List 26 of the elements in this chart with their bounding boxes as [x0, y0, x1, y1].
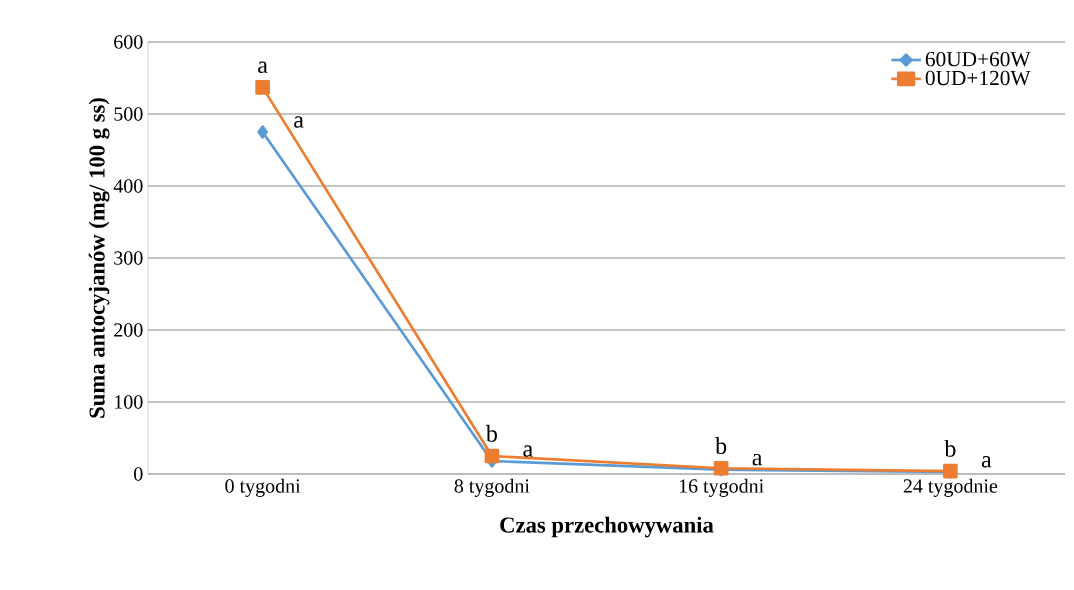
x-tick-label: 24 tygodnie [903, 478, 998, 497]
y-tick-label: 0 [134, 467, 143, 481]
annotation: b [715, 437, 727, 454]
x-tick-label: 0 tygodni [225, 478, 301, 497]
y-tick-label: 200 [114, 323, 143, 337]
annotation: b [944, 439, 956, 457]
y-tick-label: 500 [114, 107, 143, 121]
legend-label: 0UD+120W [925, 70, 1031, 86]
y-axis-title: Suma antocyjanów (mg/ 100 g ss) [88, 98, 110, 418]
y-tick-label: 600 [114, 35, 143, 49]
annotation: a [752, 453, 763, 466]
annotation: a [258, 61, 268, 74]
y-tick-label: 100 [115, 395, 143, 409]
annotation: a [294, 116, 304, 128]
point [484, 448, 500, 464]
annotation: a [981, 456, 992, 468]
y-tick-label: 400 [113, 179, 143, 193]
annotation: b [485, 424, 497, 442]
point [257, 125, 268, 139]
x-tick-label: 16 tygodni [679, 478, 764, 497]
point [255, 80, 270, 95]
annotation: a [523, 445, 533, 457]
x-tick-label: 8 tygodni [454, 478, 530, 497]
y-tick-label: 300 [114, 251, 143, 265]
legend-label: 60UD+60W [925, 51, 1031, 67]
x-axis-title: Czas przechowywania [500, 516, 714, 538]
